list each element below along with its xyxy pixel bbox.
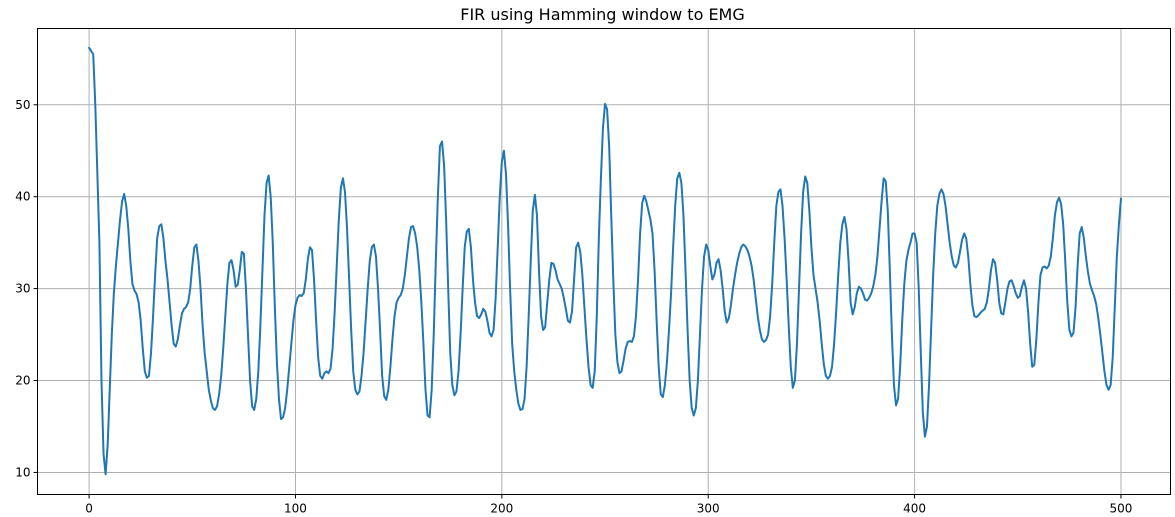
x-tick-label: 100: [284, 502, 307, 516]
chart-title: FIR using Hamming window to EMG: [460, 5, 745, 24]
x-tick-label: 200: [490, 502, 513, 516]
y-tick-label: 20: [15, 374, 30, 388]
x-tick-label: 400: [903, 502, 926, 516]
plot-area-frame: [37, 28, 1171, 495]
x-tick-label: 500: [1110, 502, 1133, 516]
x-tick-label: 0: [85, 502, 93, 516]
series-layer: [88, 46, 1122, 476]
y-tick-label: 50: [15, 98, 30, 112]
x-tick-label: 300: [697, 502, 720, 516]
y-tick-label: 10: [15, 465, 30, 479]
tick-layer: 0 100 200 300 400 500 10 20 30 40 50: [15, 98, 1132, 516]
y-tick-label: 40: [15, 190, 30, 204]
series-line-0: [88, 46, 1122, 476]
y-tick-label: 30: [15, 282, 30, 296]
grid-layer: [37, 28, 1171, 495]
